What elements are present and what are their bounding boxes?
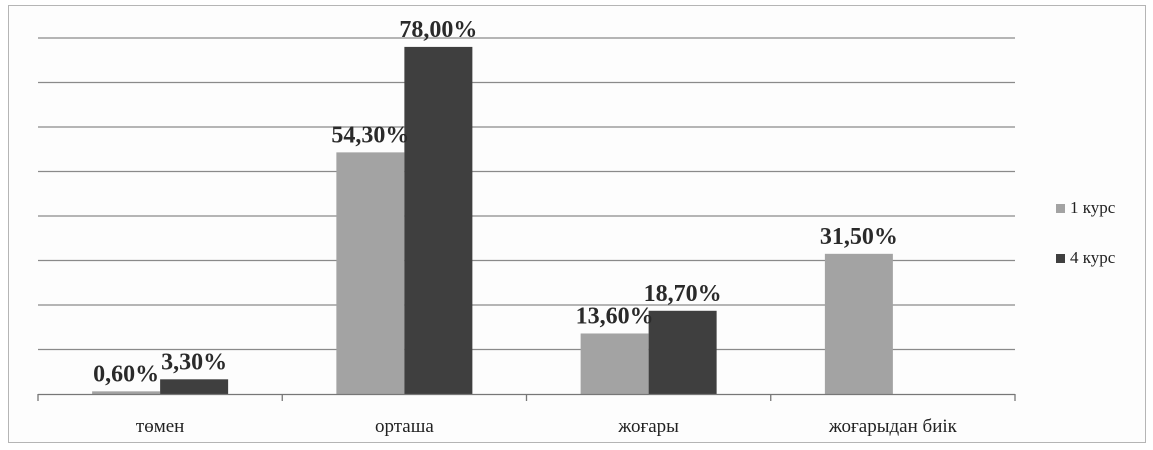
bar bbox=[404, 46, 473, 395]
bar bbox=[160, 379, 229, 394]
x-axis: төмен орташа жоғары жоғарыдан биік bbox=[37, 393, 1016, 437]
chart-frame bbox=[8, 5, 1146, 443]
legend: 1 курс 4 курс bbox=[1056, 196, 1115, 296]
data-label: 78,00% bbox=[399, 17, 477, 43]
bar bbox=[580, 333, 649, 394]
data-label: 54,30% bbox=[331, 122, 409, 148]
bars bbox=[92, 46, 893, 395]
x-tick-label: жоғары bbox=[617, 416, 679, 437]
legend-swatch bbox=[1056, 203, 1065, 213]
data-label: 31,50% bbox=[820, 224, 898, 250]
data-labels: 0,60% 54,30% 13,60% 31,50% 3,30% 78,00% 18,70% bbox=[93, 17, 898, 387]
bar bbox=[336, 152, 405, 394]
legend-label: 4 курс bbox=[1070, 248, 1116, 267]
bar bbox=[648, 310, 717, 394]
data-label: 18,70% bbox=[644, 281, 722, 307]
data-label: 13,60% bbox=[576, 303, 654, 329]
bar bbox=[92, 391, 161, 394]
x-tick-label: жоғарыдан биік bbox=[828, 416, 958, 437]
x-tick-label: орташа bbox=[375, 416, 434, 437]
bar bbox=[824, 253, 893, 394]
data-label: 3,30% bbox=[161, 349, 227, 375]
x-tick-label: төмен bbox=[136, 416, 184, 437]
legend-item-series-1: 1 курс bbox=[1056, 196, 1115, 220]
legend-item-series-2: 4 курс bbox=[1056, 246, 1115, 270]
legend-label: 1 курс bbox=[1070, 198, 1116, 217]
data-label: 0,60% bbox=[93, 361, 159, 387]
legend-swatch bbox=[1056, 253, 1065, 263]
